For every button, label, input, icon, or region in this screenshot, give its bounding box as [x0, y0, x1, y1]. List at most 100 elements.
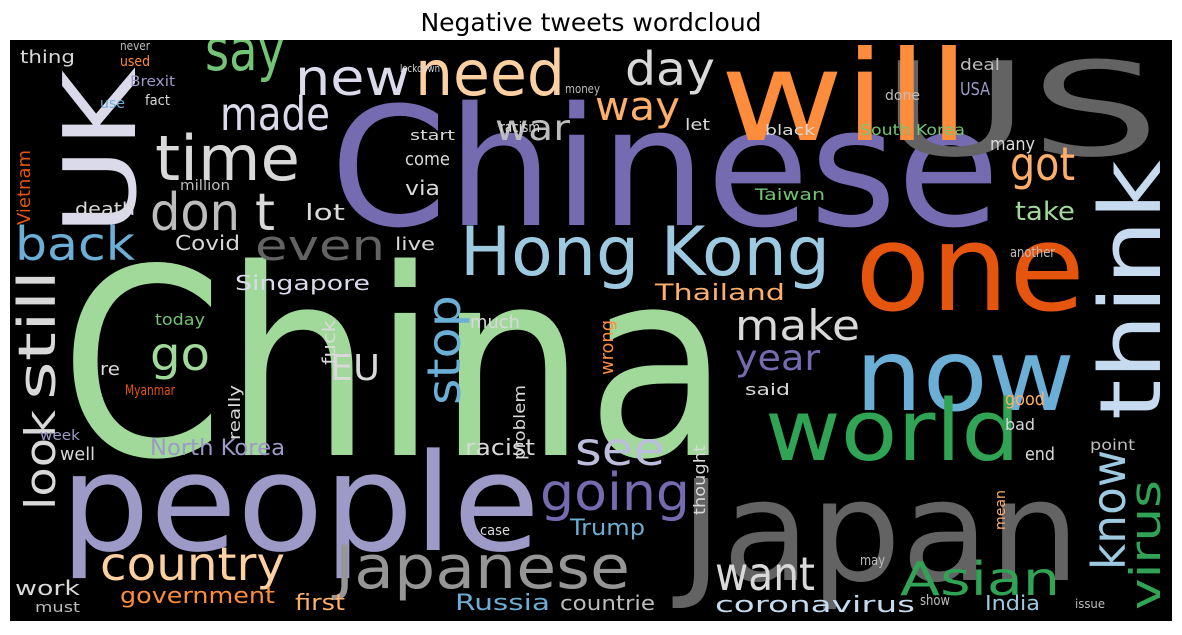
- word: Thailand: [654, 281, 785, 306]
- word: well: [60, 444, 95, 465]
- word: mean: [993, 490, 1009, 530]
- word: bad: [1005, 415, 1035, 434]
- word: time: [155, 122, 300, 195]
- word: virus: [1121, 480, 1170, 610]
- chart-title: Negative tweets wordcloud: [420, 8, 761, 37]
- word: see: [575, 422, 665, 476]
- word: Japanese: [331, 533, 630, 603]
- word: let: [685, 115, 710, 134]
- word: thing: [20, 47, 75, 68]
- word: done: [885, 88, 920, 104]
- word: many: [990, 134, 1035, 155]
- word: Russia: [455, 591, 550, 616]
- word: countrie: [560, 591, 655, 615]
- word: coronavirus: [715, 593, 915, 618]
- word: Trump: [569, 516, 645, 541]
- word: must: [35, 600, 81, 616]
- word: new: [295, 49, 410, 107]
- word: lot: [305, 201, 346, 226]
- word: said: [745, 380, 790, 399]
- word: really: [225, 385, 244, 440]
- word: got: [1010, 137, 1075, 191]
- word: deal: [960, 55, 1000, 74]
- word: week: [40, 428, 81, 444]
- word: Myanmar: [125, 383, 175, 399]
- word: stop: [417, 295, 471, 405]
- word: EU: [330, 348, 380, 389]
- word: know: [1082, 450, 1136, 570]
- word: government: [120, 584, 275, 609]
- word: re: [100, 359, 120, 380]
- word: case: [480, 523, 510, 539]
- word: look: [16, 409, 65, 510]
- word: live: [395, 234, 435, 255]
- cloud-background: [10, 40, 1172, 621]
- word: come: [405, 149, 450, 170]
- word: end: [1025, 444, 1055, 465]
- word: black: [765, 123, 816, 139]
- word: racist: [465, 436, 535, 461]
- word: North Korea: [150, 436, 285, 461]
- word: problem: [510, 385, 529, 460]
- word: first: [295, 591, 345, 616]
- word: Taiwan: [754, 185, 825, 204]
- word: India: [985, 591, 1040, 615]
- word: work: [15, 576, 81, 600]
- word: start: [410, 128, 456, 144]
- word: UK: [42, 67, 159, 235]
- word: need: [415, 37, 565, 110]
- word: issue: [1075, 597, 1105, 611]
- word: fuck: [319, 319, 340, 365]
- word: will: [720, 25, 970, 170]
- word: death: [75, 199, 135, 220]
- word: don: [150, 183, 240, 243]
- word: day: [625, 42, 715, 96]
- word: Chinese: [330, 72, 1000, 264]
- word: Covid: [175, 231, 240, 255]
- word: wrong: [597, 320, 618, 375]
- word: never: [120, 39, 150, 53]
- word: still: [8, 270, 68, 400]
- word: say: [205, 16, 285, 84]
- word: another: [1010, 245, 1055, 261]
- word: think: [1082, 160, 1181, 420]
- word: fact: [145, 93, 170, 109]
- word: used: [120, 54, 150, 70]
- word: war: [495, 108, 570, 149]
- word: way: [595, 84, 680, 130]
- word: Hong Kong: [460, 213, 830, 292]
- word: go: [150, 327, 210, 381]
- word: China: [60, 215, 730, 517]
- word: now: [855, 317, 1075, 434]
- word: good: [1005, 389, 1045, 410]
- word: thought: [690, 445, 709, 515]
- word: Brexit: [130, 74, 176, 90]
- word: Singapore: [235, 271, 370, 295]
- word: take: [1015, 197, 1075, 227]
- word: made: [220, 87, 330, 141]
- word: million: [180, 178, 230, 194]
- word: money: [565, 82, 600, 96]
- word: show: [920, 593, 950, 609]
- word: point: [1090, 436, 1135, 454]
- word: world: [765, 382, 1020, 481]
- word: South Korea: [860, 121, 965, 139]
- word: want: [715, 547, 815, 601]
- word: today: [155, 310, 205, 329]
- word: make: [735, 301, 860, 350]
- word: US: [880, 34, 1160, 186]
- word: USA: [960, 79, 991, 100]
- word: even: [255, 221, 385, 270]
- word: t: [255, 183, 275, 243]
- word: Vietnam: [14, 150, 35, 225]
- word: back: [15, 217, 135, 271]
- word: may: [860, 553, 885, 569]
- word: use: [100, 96, 125, 112]
- word: people: [60, 425, 540, 582]
- word: racism: [500, 120, 540, 136]
- word: much: [470, 312, 520, 333]
- word: year: [735, 338, 820, 379]
